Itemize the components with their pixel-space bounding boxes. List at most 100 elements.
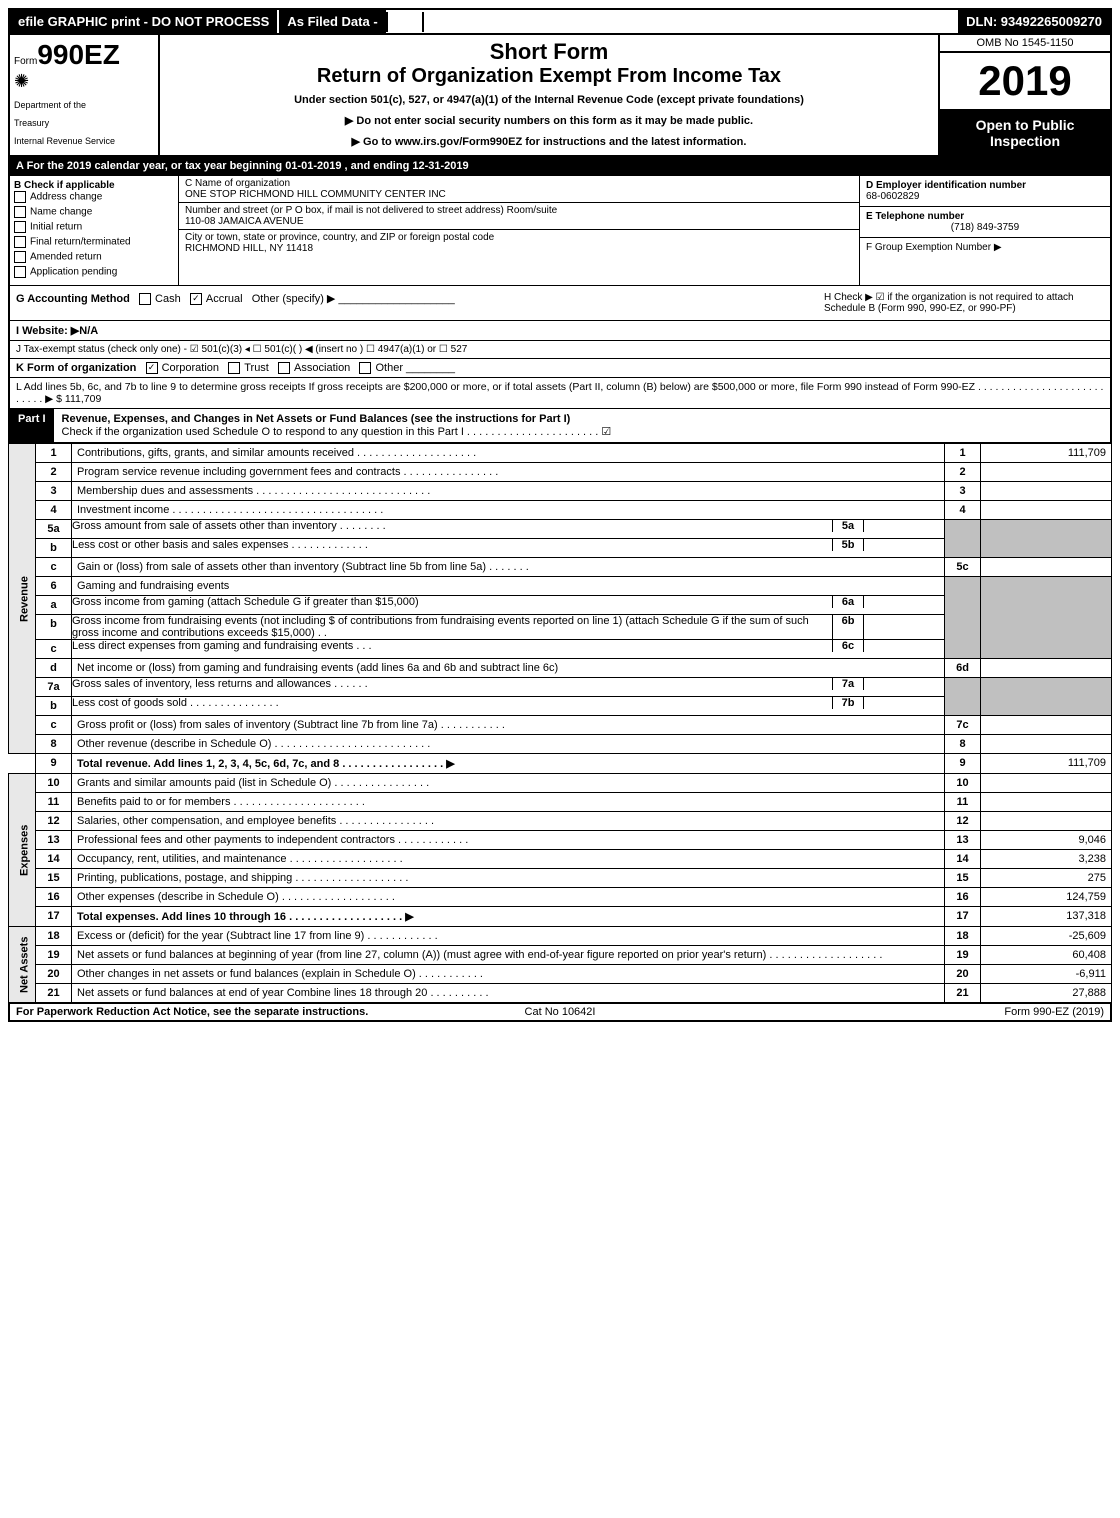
table-row: 4 Investment income . . . . . . . . . . … [9, 501, 1112, 520]
dln-label: DLN: 93492265009270 [958, 10, 1110, 33]
table-row: Revenue 1 Contributions, gifts, grants, … [9, 444, 1112, 463]
check-final[interactable]: Final return/terminated [14, 236, 174, 248]
form-header-center: Short Form Return of Organization Exempt… [160, 35, 938, 155]
org-addr-label: Number and street (or P O box, if mail i… [185, 205, 853, 216]
table-row: 8 Other revenue (describe in Schedule O)… [9, 735, 1112, 754]
table-row: 21 Net assets or fund balances at end of… [9, 984, 1112, 1003]
topbar-left: efile GRAPHIC print - DO NOT PROCESS As … [10, 10, 424, 33]
omb-number: OMB No 1545-1150 [940, 35, 1110, 53]
g-label: G Accounting Method [16, 293, 130, 305]
under-section: Under section 501(c), 527, or 4947(a)(1)… [168, 94, 930, 106]
asfile-blank [386, 12, 424, 32]
table-row: 2 Program service revenue including gove… [9, 463, 1112, 482]
k-trust-check[interactable] [228, 362, 240, 374]
org-name-block: C Name of organization ONE STOP RICHMOND… [179, 176, 859, 203]
footer-left: For Paperwork Reduction Act Notice, see … [16, 1006, 379, 1018]
part1-header-row: Part I Revenue, Expenses, and Changes in… [8, 409, 1112, 443]
line-j: J Tax-exempt status (check only one) - ☑… [8, 341, 1112, 359]
line-l: L Add lines 5b, 6c, and 7b to line 9 to … [8, 378, 1112, 409]
table-row: 6 Gaming and fundraising events [9, 577, 1112, 596]
k-other-check[interactable] [359, 362, 371, 374]
table-row: 9 Total revenue. Add lines 1, 2, 3, 4, 5… [9, 754, 1112, 774]
ein-value: 68-0602829 [866, 191, 1104, 202]
goto-link[interactable]: ▶ Go to www.irs.gov/Form990EZ for instru… [168, 135, 930, 148]
dept-line3: Internal Revenue Service [14, 136, 154, 146]
revenue-sidelabel: Revenue [9, 444, 36, 754]
short-form-title: Short Form [168, 39, 930, 65]
form-header: Form 990EZ ✺ Department of the Treasury … [8, 33, 1112, 157]
ein-block: D Employer identification number 68-0602… [860, 176, 1110, 207]
k-assoc-check[interactable] [278, 362, 290, 374]
table-row: 14 Occupancy, rent, utilities, and maint… [9, 850, 1112, 869]
org-name-label: C Name of organization [185, 178, 853, 189]
form-number: 990EZ [37, 39, 120, 71]
line-i: I Website: ▶N/A [8, 321, 1112, 341]
dept-line2: Treasury [14, 118, 154, 128]
org-city-value: RICHMOND HILL, NY 11418 [185, 243, 853, 254]
dept-line1: Department of the [14, 100, 154, 110]
part1-check: Check if the organization used Schedule … [62, 426, 612, 438]
check-initial[interactable]: Initial return [14, 221, 174, 233]
table-row: 16 Other expenses (describe in Schedule … [9, 888, 1112, 907]
org-addr-block: Number and street (or P O box, if mail i… [179, 203, 859, 230]
check-pending[interactable]: Application pending [14, 266, 174, 278]
form-header-right: OMB No 1545-1150 2019 Open to Public Ins… [938, 35, 1110, 155]
form-prefix: Form [14, 56, 37, 67]
form-header-left: Form 990EZ ✺ Department of the Treasury … [10, 35, 160, 155]
line-h: H Check ▶ ☑ if the organization is not r… [824, 292, 1104, 314]
footer-right: Form 990-EZ (2019) [741, 1006, 1104, 1018]
table-row: Expenses 10 Grants and similar amounts p… [9, 774, 1112, 793]
line-a: A For the 2019 calendar year, or tax yea… [8, 157, 1112, 176]
table-row: 5a Gross amount from sale of assets othe… [9, 520, 1112, 539]
table-row: 7a Gross sales of inventory, less return… [9, 678, 1112, 697]
group-block: F Group Exemption Number ▶ [860, 238, 1110, 257]
line-g-h: G Accounting Method Cash Accrual Other (… [8, 286, 1112, 321]
table-row: 15 Printing, publications, postage, and … [9, 869, 1112, 888]
netassets-sidelabel: Net Assets [9, 927, 36, 1003]
line-k: K Form of organization Corporation Trust… [8, 359, 1112, 378]
expenses-sidelabel: Expenses [9, 774, 36, 927]
ssn-warning: ▶ Do not enter social security numbers o… [168, 114, 930, 127]
check-name[interactable]: Name change [14, 206, 174, 218]
section-b-title: B Check if applicable [14, 180, 174, 191]
g-accrual-check[interactable] [190, 293, 202, 305]
topbar: efile GRAPHIC print - DO NOT PROCESS As … [8, 8, 1112, 33]
form-number-row: Form 990EZ [14, 39, 154, 71]
part1-desc-block: Revenue, Expenses, and Changes in Net As… [54, 409, 1110, 442]
table-row: 20 Other changes in net assets or fund b… [9, 965, 1112, 984]
g-cash-check[interactable] [139, 293, 151, 305]
ein-label: D Employer identification number [866, 180, 1104, 191]
table-row: 11 Benefits paid to or for members . . .… [9, 793, 1112, 812]
tax-year: 2019 [940, 53, 1110, 111]
footer-center: Cat No 10642I [379, 1006, 742, 1018]
irs-seal-icon: ✺ [14, 71, 154, 92]
table-row: 3 Membership dues and assessments . . . … [9, 482, 1112, 501]
org-addr-value: 110-08 JAMAICA AVENUE [185, 216, 853, 227]
table-row: 17 Total expenses. Add lines 10 through … [9, 907, 1112, 927]
line-g: G Accounting Method Cash Accrual Other (… [16, 292, 824, 314]
tel-value: (718) 849-3759 [866, 222, 1104, 233]
org-city-block: City or town, state or province, country… [179, 230, 859, 256]
table-row: 12 Salaries, other compensation, and emp… [9, 812, 1112, 831]
group-label: F Group Exemption Number ▶ [866, 242, 1104, 253]
section-c: C Name of organization ONE STOP RICHMOND… [179, 176, 860, 285]
open-inspection: Open to Public Inspection [940, 111, 1110, 155]
k-label: K Form of organization [16, 362, 136, 374]
g-other: Other (specify) ▶ [252, 293, 336, 305]
k-corp-check[interactable] [146, 362, 158, 374]
table-row: 13 Professional fees and other payments … [9, 831, 1112, 850]
asfile-label: As Filed Data - [277, 10, 385, 33]
efile-label: efile GRAPHIC print - DO NOT PROCESS [10, 10, 277, 33]
table-row: c Gain or (loss) from sale of assets oth… [9, 558, 1112, 577]
check-amended[interactable]: Amended return [14, 251, 174, 263]
org-name-value: ONE STOP RICHMOND HILL COMMUNITY CENTER … [185, 189, 853, 200]
return-title: Return of Organization Exempt From Incom… [168, 65, 930, 88]
info-grid: B Check if applicable Address change Nam… [8, 176, 1112, 286]
org-city-label: City or town, state or province, country… [185, 232, 853, 243]
part1-table: Revenue 1 Contributions, gifts, grants, … [8, 443, 1112, 1003]
check-address[interactable]: Address change [14, 191, 174, 203]
section-d: D Employer identification number 68-0602… [860, 176, 1110, 285]
page-footer: For Paperwork Reduction Act Notice, see … [8, 1003, 1112, 1022]
tel-block: E Telephone number (718) 849-3759 [860, 207, 1110, 238]
part1-desc: Revenue, Expenses, and Changes in Net As… [62, 413, 571, 425]
